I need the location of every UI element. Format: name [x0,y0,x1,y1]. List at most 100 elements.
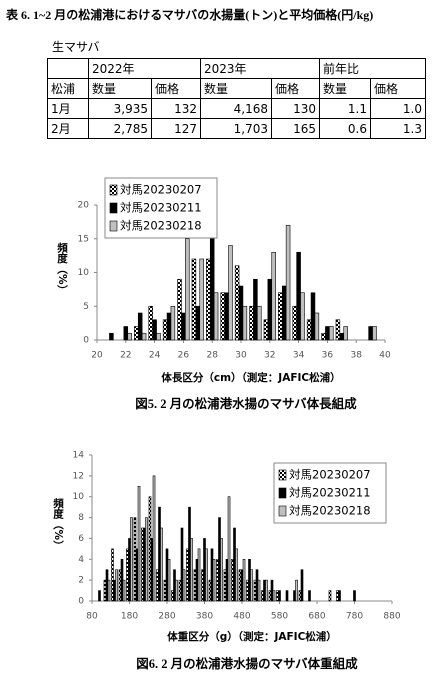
bar [213,292,219,341]
bar [152,319,157,341]
bar [156,332,161,341]
bar [338,590,341,602]
table-caption: 生マサバ [52,40,100,54]
x-tick-label: 22 [120,351,131,361]
bar [195,558,199,602]
bar [231,558,234,602]
bar [223,569,227,602]
bar [242,305,248,341]
bar [372,326,377,341]
bar [300,292,305,341]
bar [133,517,137,602]
bar [234,265,240,341]
x-tick-label: 40 [379,351,391,361]
legend-box [104,177,218,239]
bar [253,579,257,602]
bar [238,285,244,341]
header-cell: 価格 [151,78,201,99]
bar [295,579,298,602]
bar [263,319,269,341]
bar [158,506,161,602]
y-tick-label: 5 [83,302,89,312]
bar [227,496,231,602]
bar [137,485,141,602]
bar [368,326,373,341]
y-tick-label: 12 [73,471,84,481]
bar [203,538,206,602]
bar [115,569,118,602]
bar [233,527,236,602]
bar [250,569,253,602]
bar [353,590,356,602]
x-tick-label: 480 [233,612,250,622]
y-axis-label: 頻度（%） [52,497,64,550]
x-tick-label: 24 [149,351,161,361]
y-tick-label: 14 [73,451,85,461]
bar [150,538,154,602]
bar [240,569,244,602]
bar [328,590,332,602]
bar [103,579,107,602]
table-title: 表 6. 1~2 月の松浦港におけるマサバの水揚量(トン)と平均価格(円/kg) [5,7,373,22]
header-cell: 松浦 [47,78,89,99]
legend-swatch [278,487,287,499]
table-cell: 0.6 [319,118,371,139]
bar [128,538,131,602]
legend-label: 対馬20230211 [120,201,202,215]
bar [281,285,287,341]
table-row: 1月 3,935 132 4,168 130 1.1 1.0 [47,98,426,119]
legend-swatch [109,220,118,232]
bar [195,305,201,341]
table-cell: 1.1 [319,98,371,119]
legend-label: 対馬20230218 [289,504,371,518]
bar [267,278,273,341]
bar [163,579,167,602]
table-cell: 4,168 [200,98,272,119]
bar [257,579,261,602]
header-cell: 数量 [200,78,272,99]
bar [206,258,211,341]
table-cell: 2,785 [88,118,152,139]
x-tick-label: 26 [178,351,190,361]
bar [180,527,184,602]
bar [199,258,204,341]
bar [197,548,201,602]
bar [310,292,316,341]
y-tick-label: 4 [78,555,84,565]
bar [242,558,246,602]
bar [123,326,129,341]
bar [107,579,111,602]
bar [141,332,147,341]
bar [177,278,182,341]
bar [201,569,204,602]
bar [224,292,229,341]
bar [118,569,122,602]
subheader-row: 松浦 数量 価格 数量 価格 数量 価格 [47,78,426,99]
y-tick-label: 15 [78,234,89,244]
bar [336,590,339,602]
figure-caption: 図6. 2 月の松浦港水揚のマサバ体重組成 [136,656,358,671]
header-cell: 前年比 [319,58,426,79]
header-cell: 2023年 [200,58,320,79]
legend-label: 対馬20230207 [120,183,202,197]
legend-swatch [109,184,118,196]
bar [325,326,330,341]
bar [171,590,174,602]
bar [170,305,176,341]
header-cell [47,58,89,79]
y-tick-label: 6 [78,534,84,544]
bar [235,548,238,602]
bar [113,579,116,602]
bar [329,326,334,341]
legend-label: 対馬20230211 [289,486,371,500]
bar [270,579,274,602]
bar [220,292,225,341]
bar [276,590,279,602]
header-cell: 価格 [271,78,320,99]
x-tick-label: 34 [293,351,305,361]
table-row: 2月 2,785 127 1,703 165 0.6 1.3 [47,118,426,139]
table-cell: 3,935 [88,98,152,119]
bar [165,548,169,602]
bar [182,569,186,602]
